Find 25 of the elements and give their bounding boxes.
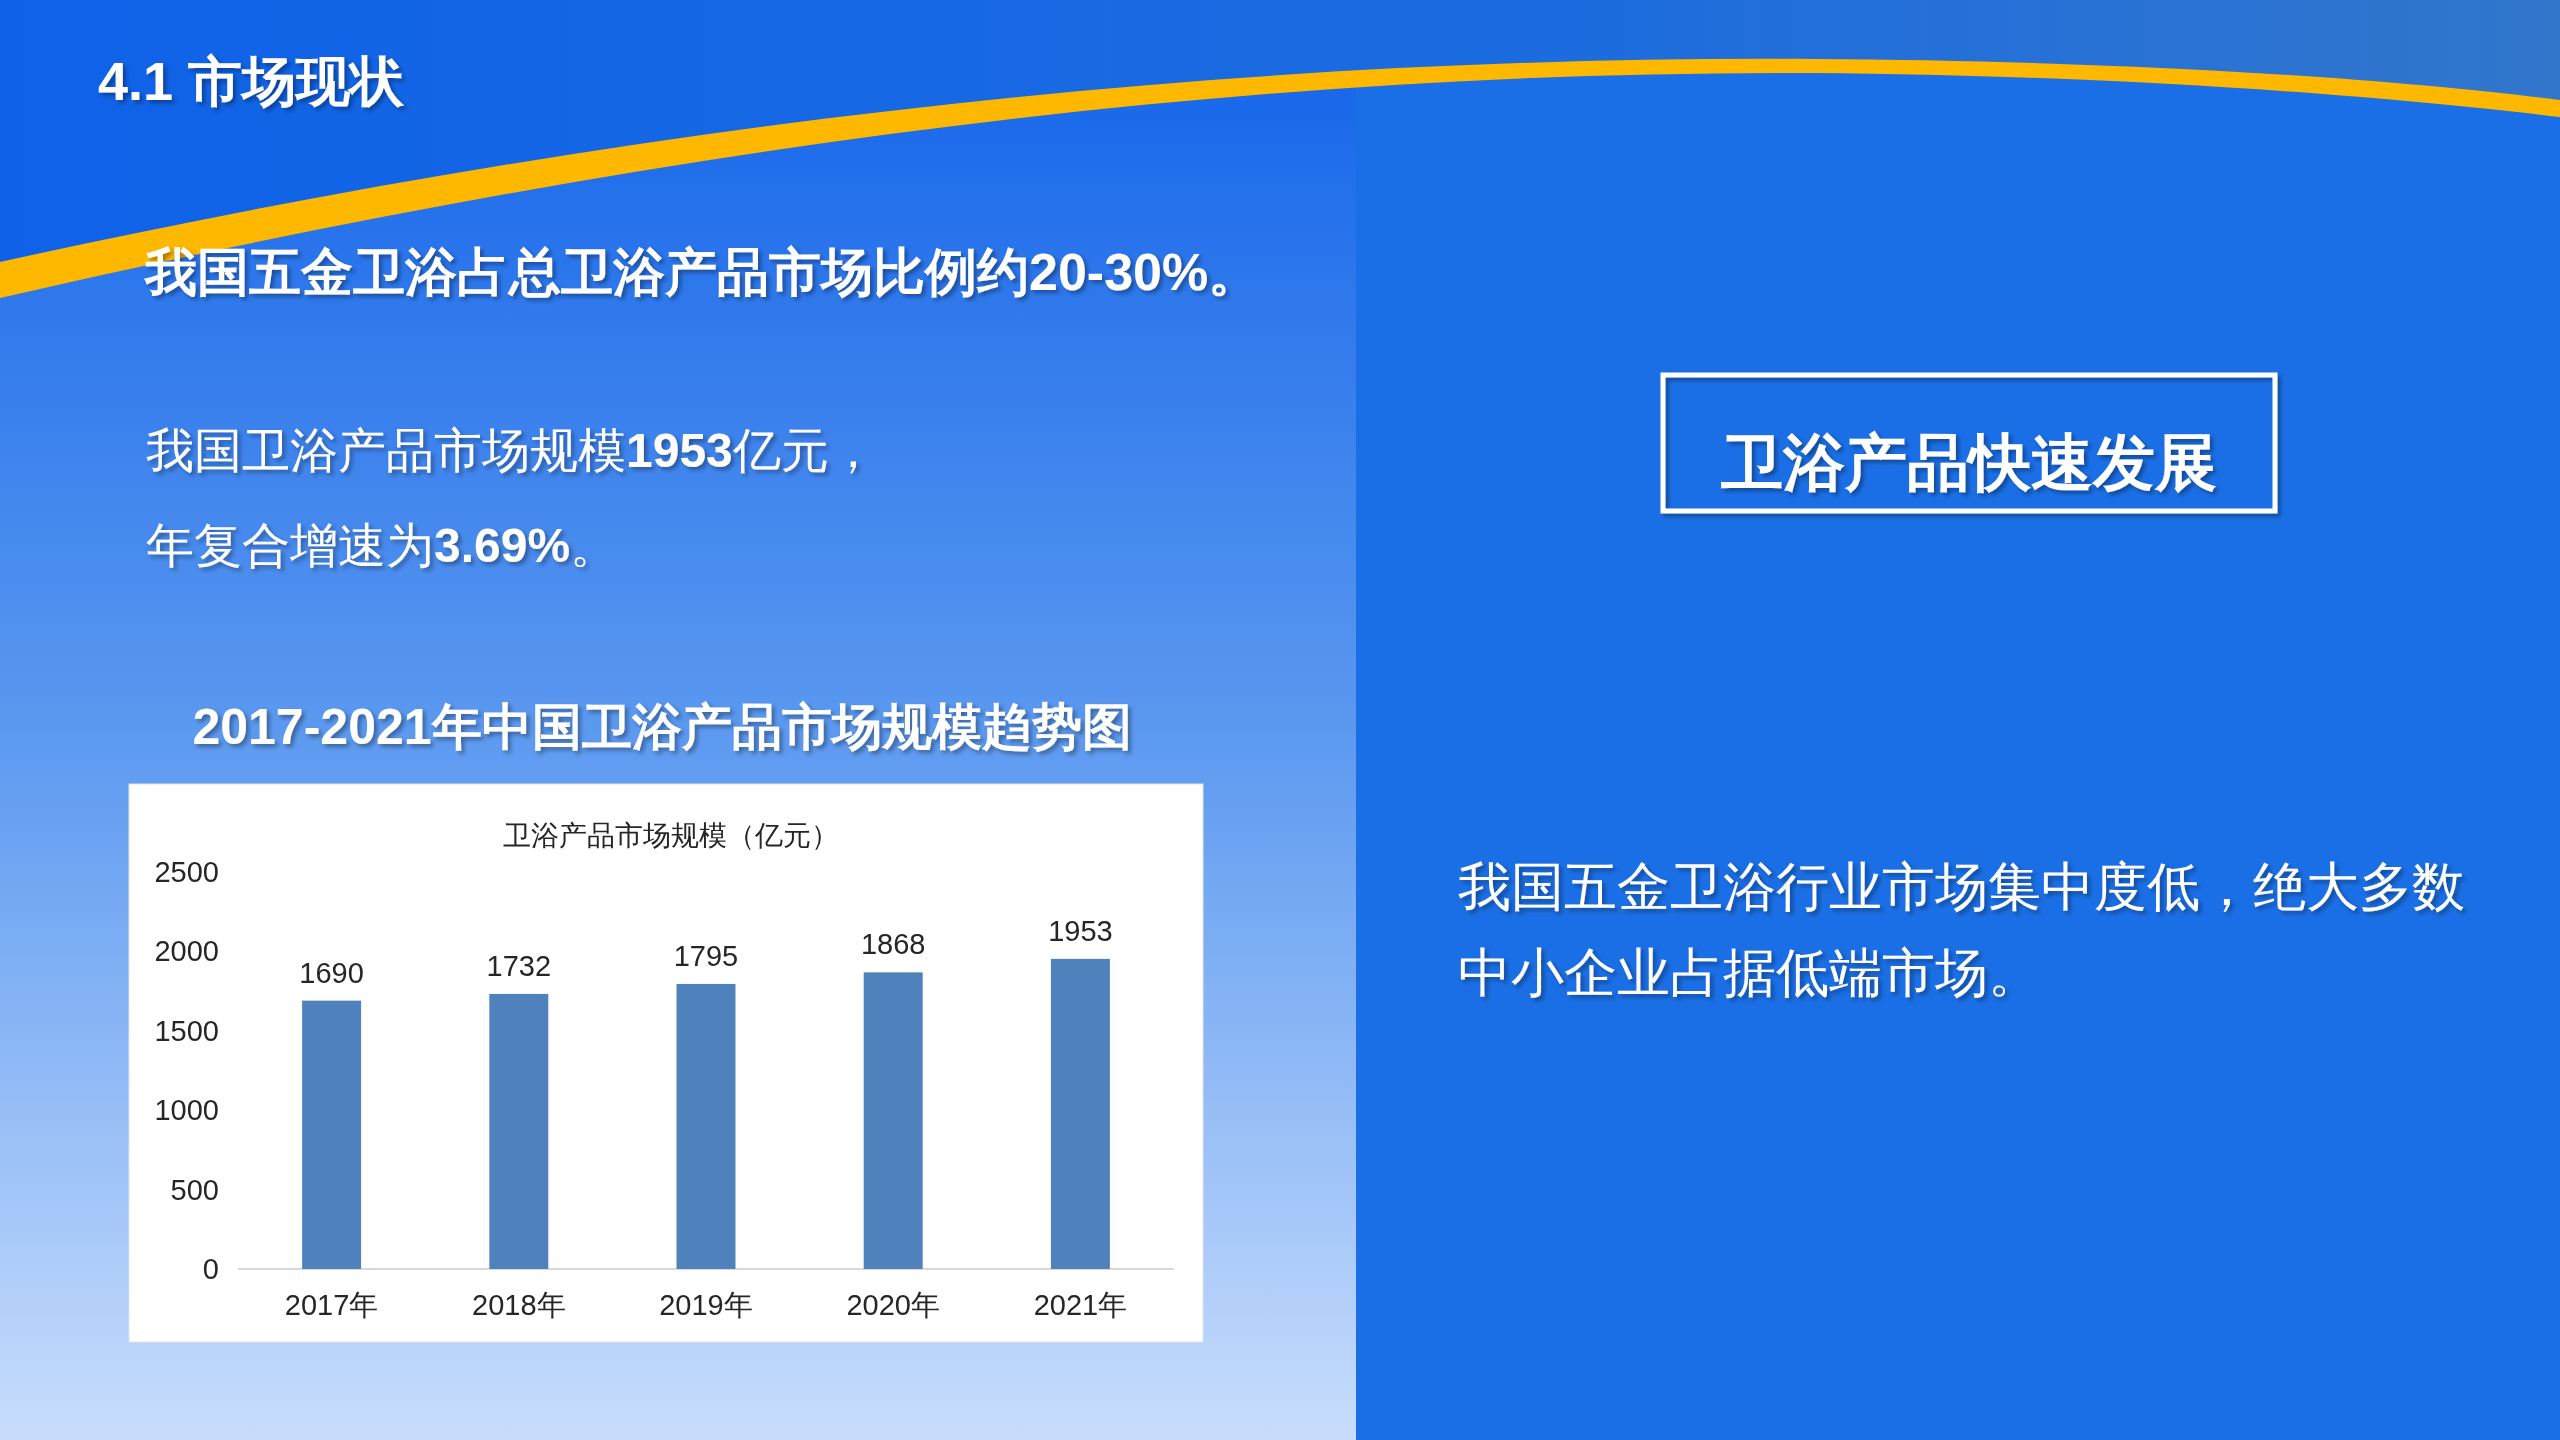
x-tick-label: 2018年: [472, 1289, 566, 1321]
text: 我国卫浴产品市场规模1953亿元，: [146, 424, 877, 477]
data-label: 1868: [860, 928, 926, 961]
x-tick-label: 2017年: [284, 1289, 379, 1321]
y-tick-label: 1000: [154, 1094, 219, 1127]
y-tick-label: 0: [202, 1253, 219, 1285]
x-tick-label: 2021年: [1033, 1289, 1128, 1321]
x-tick-label: 2019年: [659, 1289, 753, 1321]
text: 4.1 市场现状: [98, 51, 406, 111]
data-label: 1690: [299, 956, 364, 989]
text: 年复合增速为3.69%。: [146, 519, 619, 572]
text: 我国五金卫浴占总卫浴产品市场比例约20-30%。: [143, 243, 1261, 301]
y-tick-label: 1500: [154, 1014, 219, 1047]
y-tick-label: 500: [170, 1173, 219, 1206]
x-tick-label: 2020年: [846, 1289, 940, 1321]
data-label: 1795: [673, 939, 739, 972]
text: 卫浴产品快速发展: [1721, 428, 2217, 497]
data-label: 1732: [486, 949, 552, 982]
y-tick-label: 2000: [154, 935, 219, 968]
chart-panel: 卫浴产品市场规模（亿元） 0 500 1000 1500 2000 2500 2017年 2018年 2019年 2020年 2021年 1690 1732 1795 1868 1953: [128, 783, 1204, 1343]
chart-subtitle: 卫浴产品市场规模（亿元）: [503, 820, 839, 851]
data-label: 1953: [1048, 914, 1113, 947]
text: 我国五金卫浴行业市场集中度低，绝大多数中小企业占据低端市场。: [1458, 857, 2465, 1002]
chart-title: 2017-2021年中国卫浴产品市场规模趋势图: [192, 699, 1132, 755]
y-tick-label: 2500: [154, 856, 219, 888]
